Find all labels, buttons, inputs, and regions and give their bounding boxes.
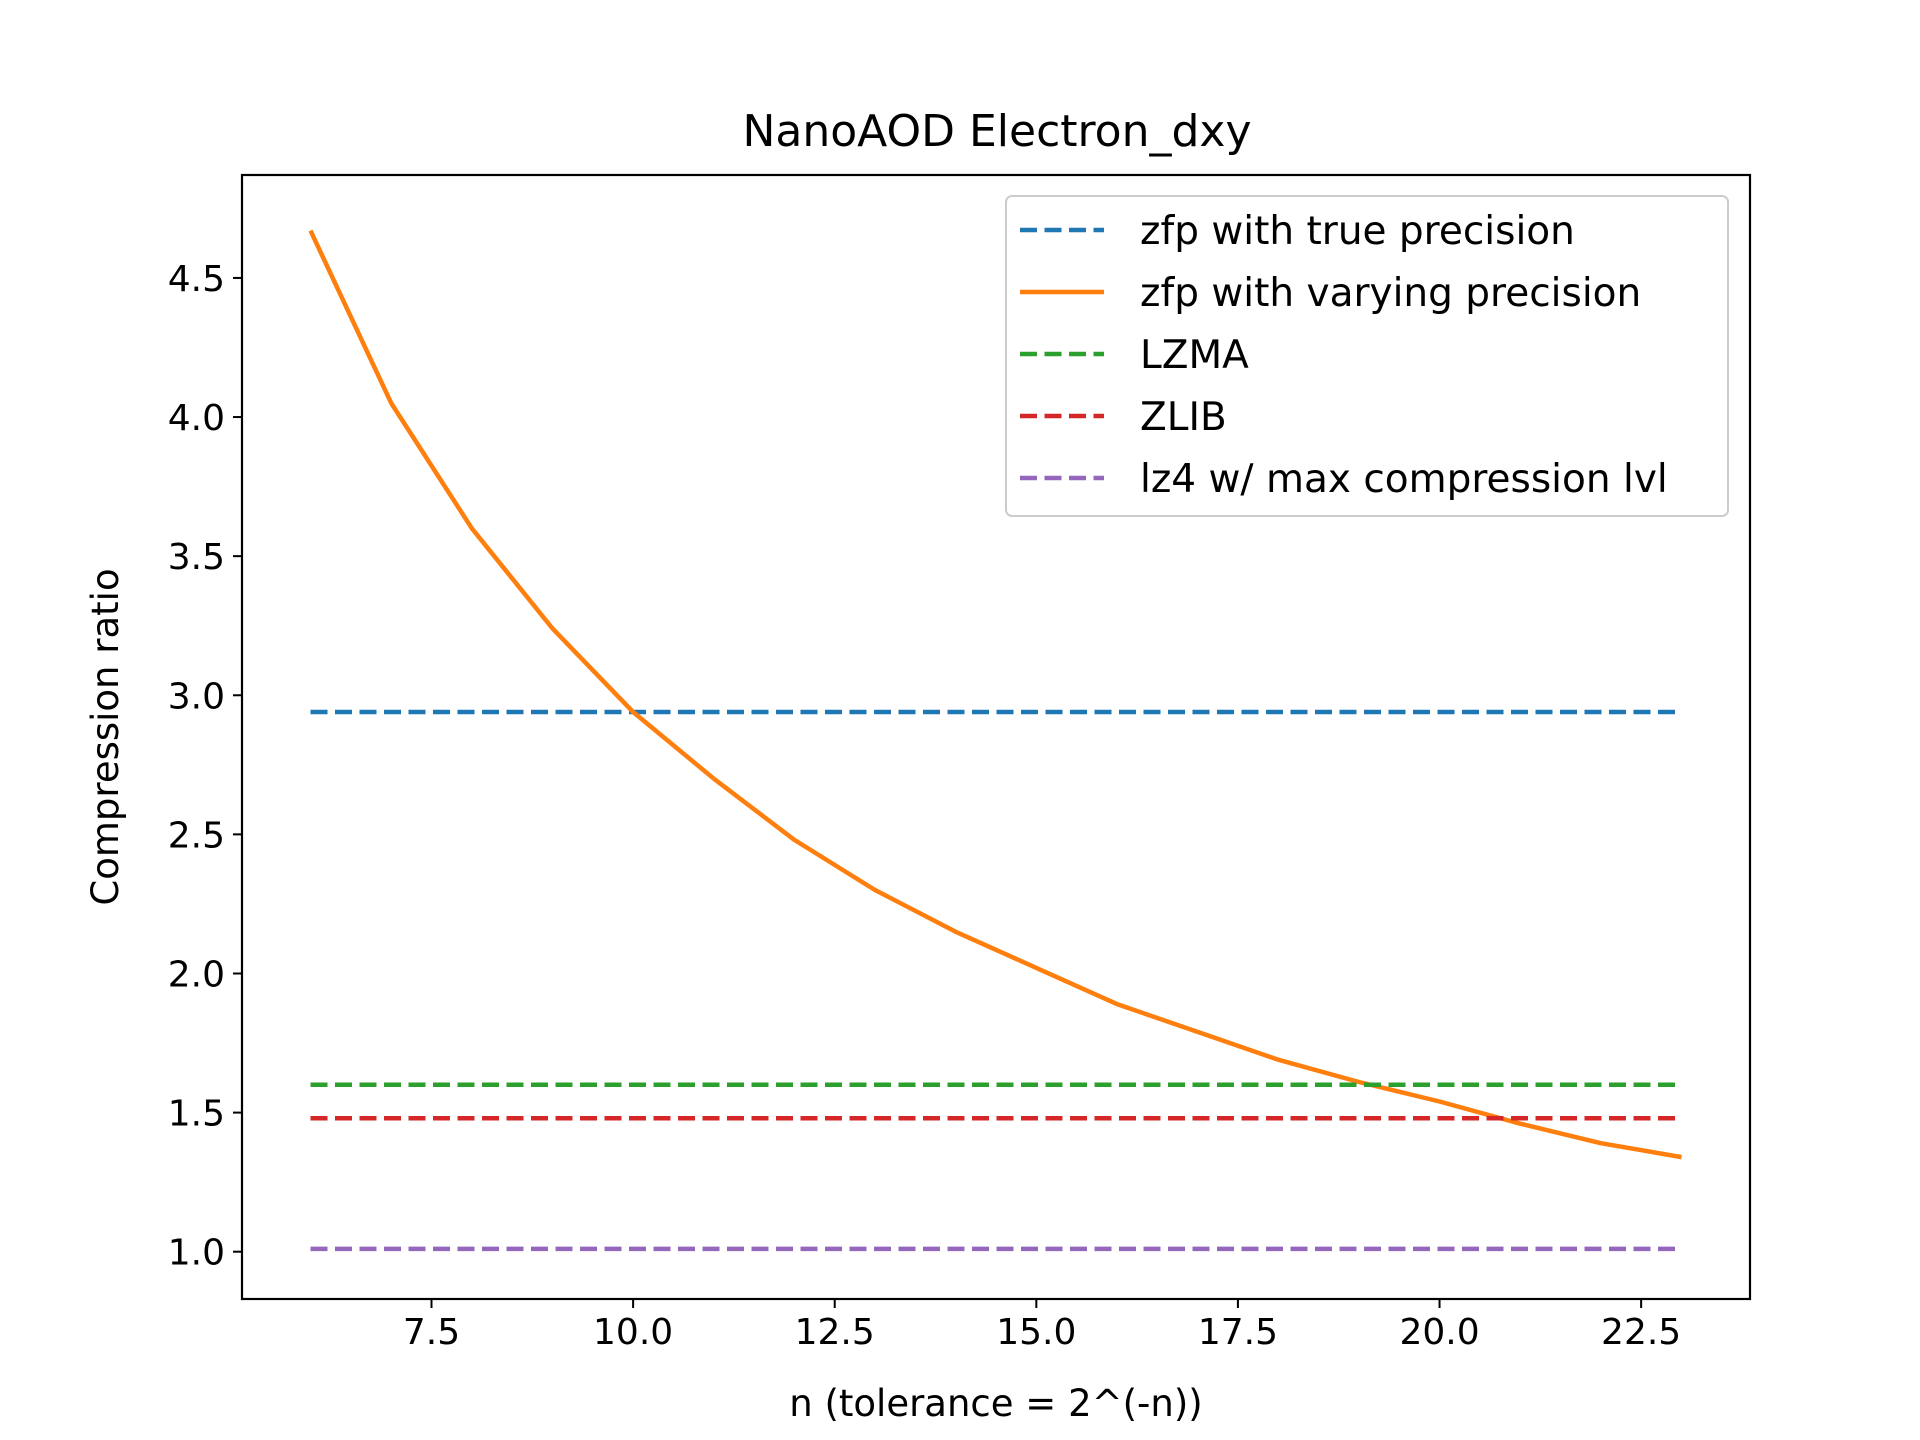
legend-label-1: zfp with varying precision	[1140, 271, 1641, 316]
legend-label-3: ZLIB	[1140, 395, 1227, 440]
plot-frame	[240, 173, 1752, 1301]
chart-title: NanoAOD Electron_dxy	[743, 106, 1252, 157]
legend-frame	[1005, 195, 1729, 517]
y-tick-label: 3.0	[168, 676, 225, 717]
y-tick-label: 1.0	[168, 1233, 225, 1274]
x-tick-label: 20.0	[1399, 1312, 1479, 1353]
legend: zfp with true precision zfp with varying …	[1005, 195, 1729, 517]
x-axis-label: n (tolerance = 2^(-n))	[789, 1382, 1202, 1425]
x-tick-label: 22.5	[1601, 1312, 1681, 1353]
y-axis-label: Compression ratio	[84, 568, 127, 905]
x-tick-label: 17.5	[1198, 1312, 1278, 1353]
legend-label-2: LZMA	[1140, 333, 1249, 378]
y-tick-label: 1.5	[168, 1094, 225, 1135]
y-tick-label: 4.5	[168, 259, 225, 300]
legend-label-4: lz4 w/ max compression lvl	[1140, 457, 1668, 502]
x-tick-label: 15.0	[996, 1312, 1076, 1353]
x-axis: 7.5 10.0 12.5 15.0 17.5 20.0 22.5	[403, 1299, 1681, 1353]
x-tick-label: 12.5	[795, 1312, 875, 1353]
series-line-1	[308, 229, 1682, 1160]
x-tick-label: 10.0	[593, 1312, 673, 1353]
legend-items: zfp with true precision zfp with varying …	[1020, 209, 1668, 502]
y-tick-label: 3.5	[168, 537, 225, 578]
x-tick-label: 7.5	[403, 1312, 460, 1353]
legend-label-0: zfp with true precision	[1140, 209, 1575, 254]
y-tick-label: 2.0	[168, 954, 225, 995]
y-tick-label: 4.0	[168, 398, 225, 439]
series-layer	[308, 229, 1682, 1252]
y-axis: 1.0 1.5 2.0 2.5 3.0 3.5 4.0 4.5	[168, 259, 242, 1274]
y-tick-label: 2.5	[168, 815, 225, 856]
